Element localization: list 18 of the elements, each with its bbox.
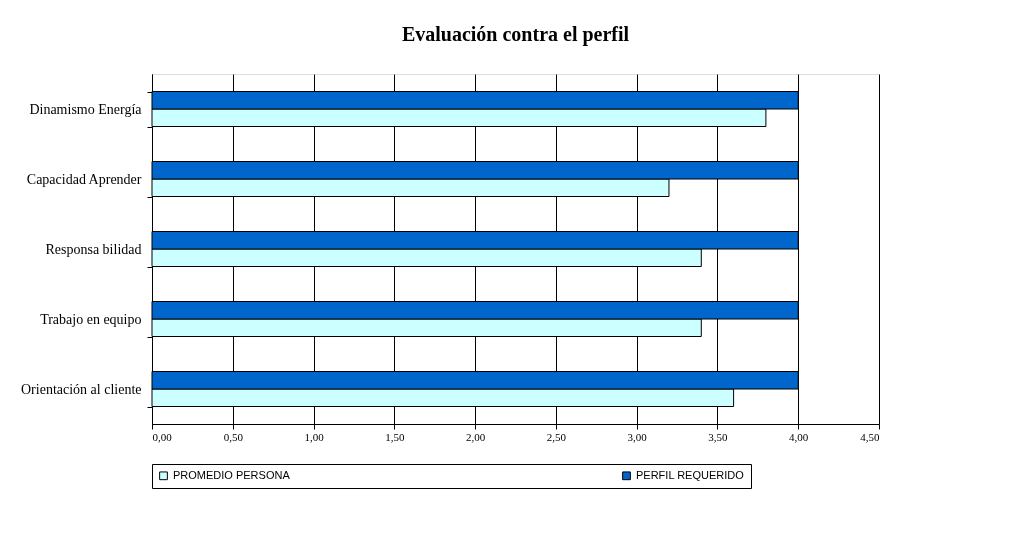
y-tick-label: Trabajo en equipo [40, 311, 142, 327]
x-tick-label: 0,50 [223, 430, 244, 443]
y-tick-label: Orientación al cliente [21, 381, 142, 397]
x-tick-label: 2,00 [465, 430, 486, 443]
x-tick-label: 3,00 [627, 430, 648, 443]
x-tick-label: 1,00 [304, 430, 325, 443]
y-tick-label: Capacidad Aprender [26, 171, 142, 187]
legend-label: PERFIL REQUERIDO [636, 468, 745, 481]
x-tick-label: 4,50 [860, 430, 880, 443]
x-tick-label: 3,50 [708, 430, 729, 443]
legend-label: PROMEDIO PERSONA [173, 468, 291, 481]
x-tick-label: 0,00 [152, 430, 173, 443]
x-tick-label: 2,50 [546, 430, 567, 443]
x-tick-label: 1,50 [385, 430, 405, 443]
x-tick-label: 4,00 [789, 430, 809, 443]
y-tick-label: Dinamismo Energía [29, 101, 143, 117]
y-tick-label: Responsa bilidad [45, 241, 142, 257]
chart-title: Evaluación contra el perfil [401, 23, 630, 46]
